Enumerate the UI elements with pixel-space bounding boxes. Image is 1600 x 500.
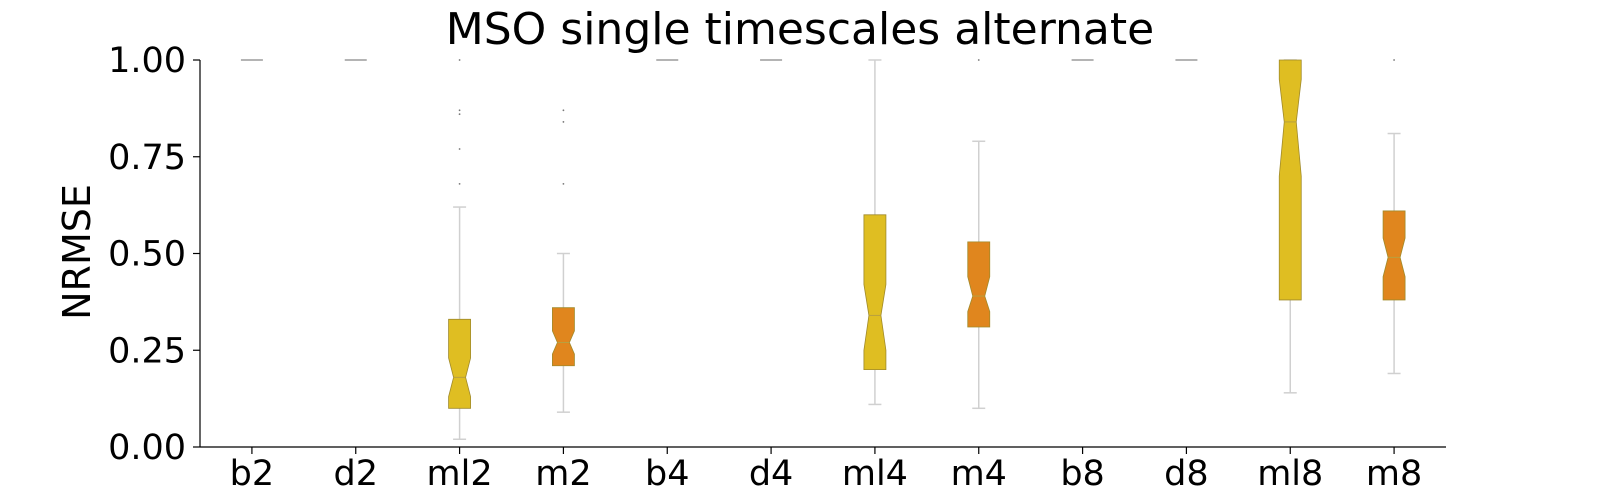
outlier-point xyxy=(458,59,461,61)
y-tick-label: 0.75 xyxy=(108,138,186,178)
x-tick-label: ml2 xyxy=(427,454,493,494)
box-group-m2 xyxy=(552,109,575,413)
box-group-ml2 xyxy=(448,59,471,441)
y-tick-label: 0.00 xyxy=(108,428,186,468)
y-tick-label: 1.00 xyxy=(108,41,186,81)
x-tick-label: ml4 xyxy=(842,454,908,494)
outlier-point xyxy=(562,109,565,112)
box-group-ml8 xyxy=(1278,59,1302,394)
outlier-point xyxy=(977,59,980,61)
outlier-point xyxy=(458,148,461,150)
box-group-m4 xyxy=(967,59,991,410)
y-axis-label: NRMSE xyxy=(55,184,99,320)
outlier-point xyxy=(458,113,461,116)
notched-box xyxy=(552,307,575,367)
box-group-m8 xyxy=(1382,59,1406,375)
y-tick-label: 0.50 xyxy=(108,235,186,275)
outlier-point xyxy=(1393,59,1395,61)
notched-box xyxy=(448,318,471,409)
x-tick-label: d4 xyxy=(749,454,794,494)
y-tick-label: 0.25 xyxy=(108,331,186,371)
x-tick-label: b8 xyxy=(1060,454,1105,494)
x-tick-label: m4 xyxy=(951,454,1007,494)
x-tick-label: ml8 xyxy=(1257,454,1323,494)
notched-box xyxy=(863,214,887,371)
outlier-point xyxy=(458,109,461,112)
x-tick-label: b4 xyxy=(645,454,690,494)
x-tick-label: m2 xyxy=(535,454,591,494)
notched-box xyxy=(1278,59,1302,301)
x-axis-ticks: b2 d2 ml2 m2 b4 d4 ml4 m4 b8 d8 ml8 m8 xyxy=(230,447,1422,494)
outlier-point xyxy=(458,182,461,185)
outlier-point xyxy=(562,182,565,185)
plot-area xyxy=(240,59,1406,441)
outlier-point xyxy=(562,121,565,123)
x-tick-label: d2 xyxy=(334,454,379,494)
chart-title: MSO single timescales alternate xyxy=(446,4,1154,55)
box-group-ml4 xyxy=(863,59,887,406)
notched-box xyxy=(967,241,991,328)
x-tick-label: m8 xyxy=(1366,454,1422,494)
x-tick-label: d8 xyxy=(1164,454,1209,494)
x-tick-label: b2 xyxy=(230,454,275,494)
y-axis-ticks: 0.00 0.25 0.50 0.75 1.00 xyxy=(108,41,200,468)
notched-box xyxy=(1382,210,1406,301)
